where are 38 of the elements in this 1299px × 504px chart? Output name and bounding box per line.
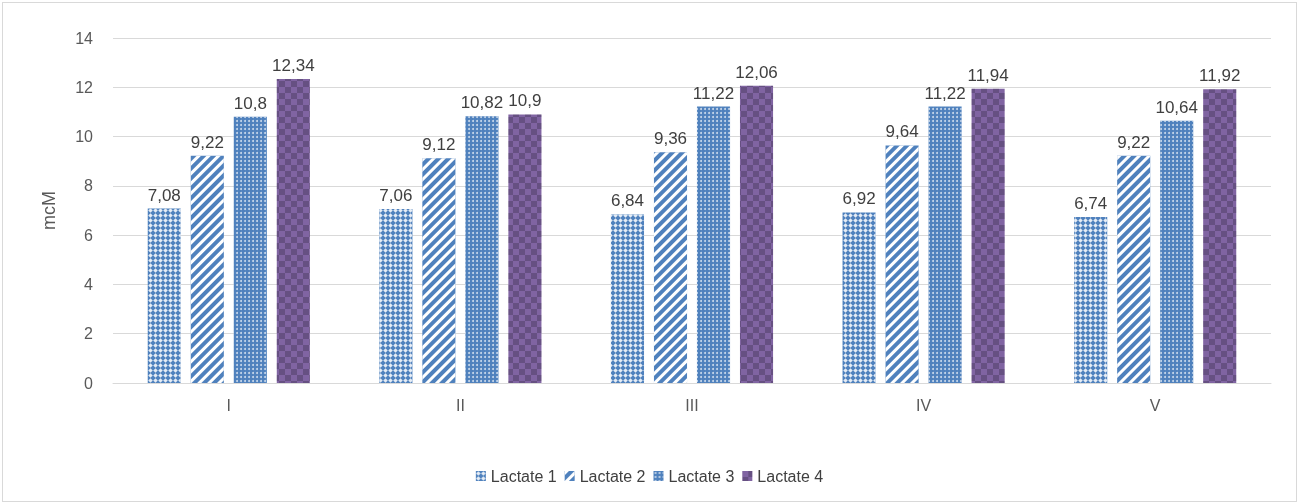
legend-label: Lactate 3: [668, 467, 735, 485]
data-label: 6,84: [610, 191, 645, 211]
y-tick-label: 0: [84, 374, 94, 392]
data-label: 9,22: [1117, 132, 1151, 152]
x-tick-label: IV: [916, 396, 932, 414]
data-label: 10,64: [1155, 97, 1198, 117]
data-label: 10,9: [508, 91, 542, 111]
y-tick-label: 10: [75, 128, 94, 146]
legend-label: Lactate 4: [757, 467, 824, 485]
data-label: 9,64: [885, 122, 919, 142]
legend-label: Lactate 2: [579, 467, 646, 485]
data-label: 12,06: [735, 62, 778, 82]
y-axis-title: mcM: [39, 191, 59, 230]
x-tick-label: III: [685, 396, 699, 414]
legend-label: Lactate 1: [490, 467, 557, 485]
x-tick-label: V: [1149, 396, 1161, 414]
y-tick-label: 14: [75, 29, 94, 47]
x-tick-label: II: [455, 396, 465, 414]
data-label: 11,22: [924, 83, 966, 103]
y-tick-label: 6: [84, 226, 94, 244]
data-label: 10,8: [233, 93, 267, 113]
data-label: 9,12: [422, 135, 456, 155]
data-label: 10,82: [460, 93, 504, 113]
data-label: 11,94: [967, 65, 1009, 85]
y-tick-label: 2: [84, 325, 94, 343]
data-label: 12,34: [272, 55, 315, 75]
data-label: 7,06: [379, 186, 413, 206]
data-label: 6,74: [1074, 193, 1108, 213]
data-label: 11,22: [692, 83, 735, 103]
data-label: 9,36: [653, 129, 688, 149]
y-tick-label: 4: [84, 275, 94, 293]
data-label: 9,22: [190, 132, 224, 152]
y-tick-label: 12: [75, 78, 94, 96]
y-tick-label: 8: [84, 177, 94, 195]
x-tick-label: I: [226, 396, 232, 414]
data-label: 11,92: [1199, 66, 1241, 86]
data-label: 7,08: [147, 185, 181, 205]
data-label: 6,92: [842, 189, 876, 209]
